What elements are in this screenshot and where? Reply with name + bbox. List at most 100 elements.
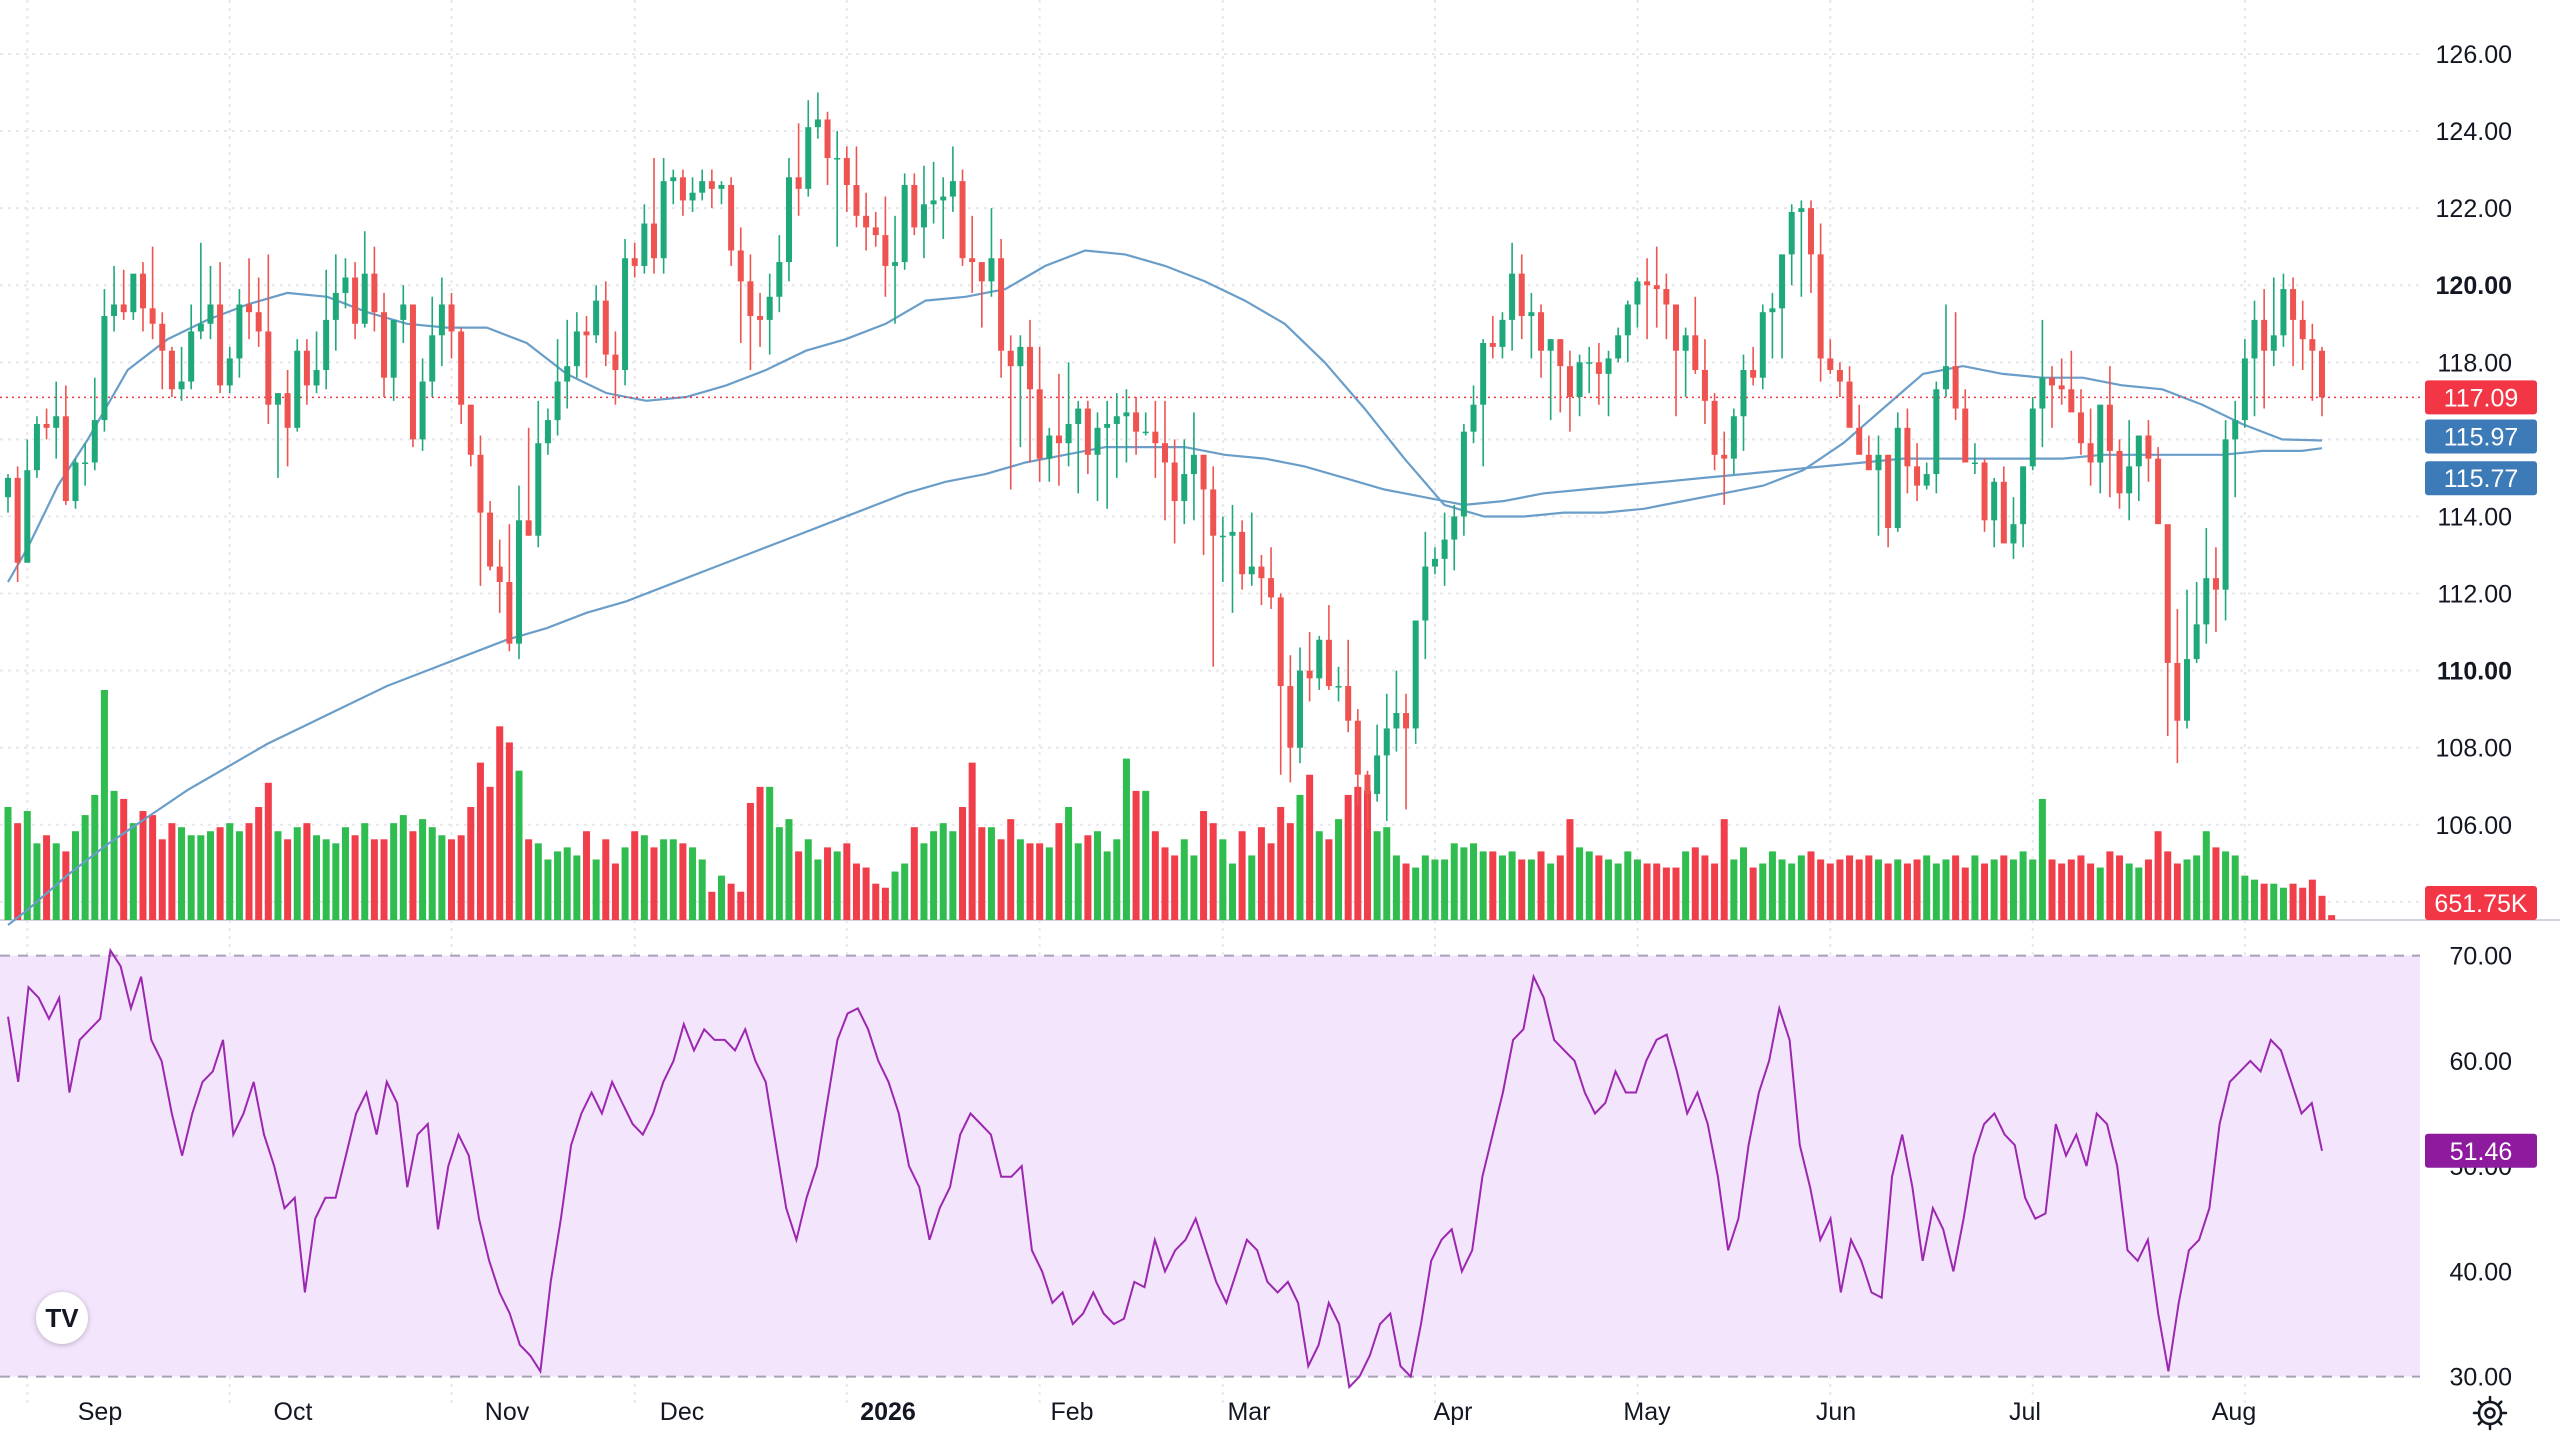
volume-bar [891, 871, 899, 920]
volume-bar [2077, 855, 2085, 920]
volume-tag-bg [2425, 886, 2537, 920]
price-tick-label: 120.00 [2436, 272, 2512, 300]
volume-bar [1402, 863, 1410, 920]
volume-bar [756, 786, 764, 920]
volume-bar [206, 831, 214, 920]
volume-bar [814, 859, 822, 920]
gear-icon[interactable] [2470, 1393, 2510, 1433]
candle-body [1181, 474, 1188, 502]
volume-bar [525, 839, 533, 920]
volume-bar [120, 798, 128, 920]
candle-body [708, 181, 715, 189]
volume-bar [1392, 855, 1400, 920]
candle-body [969, 258, 976, 263]
candle-body [2020, 466, 2027, 525]
volume-bar [409, 831, 417, 920]
volume-bar [264, 782, 272, 920]
volume-bar [2154, 831, 2162, 920]
candle-body [1441, 539, 1448, 559]
candle-body [2222, 439, 2229, 590]
volume-bar [2260, 883, 2268, 920]
volume-bar [2222, 851, 2230, 920]
candle-body [863, 215, 870, 228]
tradingview-logo-icon[interactable]: TV [36, 1292, 88, 1344]
volume-bar [1016, 839, 1024, 920]
volume-bar [1547, 863, 1555, 920]
candle-body [1316, 639, 1323, 679]
candle-body [1624, 304, 1631, 336]
volume-bar [1971, 855, 1979, 920]
volume-bar [708, 891, 716, 920]
candlesticks[interactable] [5, 92, 2325, 829]
candle-body [689, 192, 696, 201]
volume-bar [1691, 847, 1699, 920]
candle-body [1673, 304, 1680, 351]
volume-bar [216, 827, 224, 920]
volume-bar [1325, 839, 1333, 920]
volume-bar [1373, 831, 1381, 920]
volume-bar [1277, 807, 1285, 920]
volume-bar [1826, 863, 1834, 920]
volume-bar [1257, 827, 1265, 920]
rsi-line [7, 947, 2323, 1390]
price-tick-label: 118.00 [2437, 349, 2512, 377]
volume-bar [14, 823, 22, 920]
candle-body [1576, 362, 1583, 397]
candle-body [5, 477, 11, 498]
volume-bar [2183, 859, 2191, 920]
candle-body [1730, 416, 1737, 459]
volume-bar [1180, 839, 1188, 920]
volume-bar [2328, 915, 2336, 920]
volume-bar [1865, 855, 1873, 920]
candle-body [1538, 312, 1545, 351]
volume-bar [1267, 843, 1275, 920]
candle-body [1595, 362, 1602, 374]
volume-bar [534, 843, 542, 920]
candle-body [1171, 462, 1178, 502]
candle-body [1345, 686, 1352, 721]
volume-bar [901, 863, 909, 920]
volume-bar [1894, 859, 1902, 920]
candle-body [487, 512, 494, 567]
candle-body [1094, 427, 1101, 455]
volume-bar [1306, 774, 1314, 920]
candle-body [390, 319, 397, 378]
candle-body [1509, 273, 1516, 320]
candle-body [892, 262, 899, 266]
candle-body [1827, 358, 1834, 370]
volume-bar [1354, 786, 1362, 920]
candle-body [1701, 370, 1708, 401]
candle-body [1219, 535, 1226, 538]
volume-bar [2087, 863, 2095, 920]
candle-body [265, 331, 272, 405]
candle-body [1914, 466, 1921, 486]
volume-bar [1383, 827, 1391, 920]
last-price-tag-bg [2425, 380, 2537, 415]
candle-body [2193, 624, 2200, 660]
candle-body [1152, 431, 1159, 444]
candle-body [1634, 281, 1641, 305]
volume-bar [631, 831, 639, 920]
candle-body [2097, 404, 2104, 463]
volume-bar [448, 839, 456, 920]
candle-body [1750, 370, 1757, 378]
rsi-tick-label: 60.00 [2449, 1048, 2512, 1076]
volume-bar [476, 762, 484, 920]
volume-bar [1788, 863, 1796, 920]
candle-body [747, 281, 754, 317]
volume-bar [274, 831, 282, 920]
candle-body [2319, 350, 2325, 398]
volume-bar [1344, 794, 1352, 920]
volume-bar [351, 835, 359, 920]
volume-tag: 651.75K [2434, 890, 2527, 918]
volume-bar [2241, 875, 2249, 920]
candle-body [1644, 281, 1651, 286]
volume-bar [554, 851, 562, 920]
rsi-tick-label: 40.00 [2449, 1258, 2512, 1286]
volume-bar [689, 847, 697, 920]
x-tick-label: Jun [1816, 1398, 1856, 1426]
candle-body [1904, 427, 1911, 467]
volume-bar [322, 839, 330, 920]
